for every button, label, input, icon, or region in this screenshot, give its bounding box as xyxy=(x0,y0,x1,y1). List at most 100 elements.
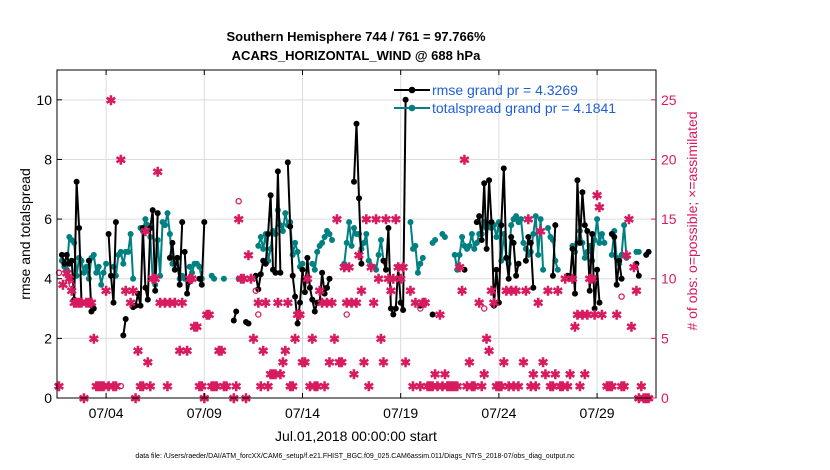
rmse-point xyxy=(390,311,397,318)
rmse-point xyxy=(76,225,83,231)
obs-assimilated-marker: ✱ xyxy=(268,367,279,382)
obs-assimilated-marker: ✱ xyxy=(61,266,72,281)
obs-assimilated-marker: ✱ xyxy=(592,188,603,203)
rmse-point xyxy=(584,228,591,234)
spread-point xyxy=(95,263,102,270)
obs-assimilated-marker: ✱ xyxy=(400,355,411,370)
spread-point xyxy=(375,251,382,258)
spread-point xyxy=(235,275,242,282)
spread-point xyxy=(319,239,326,246)
rmse-point xyxy=(144,296,151,303)
spread-point xyxy=(292,239,299,246)
obs-assimilated-marker: ✱ xyxy=(376,331,387,346)
obs-assimilated-marker: ✱ xyxy=(496,379,507,394)
spread-point xyxy=(326,231,333,237)
rmse-point xyxy=(402,96,409,103)
obs-assimilated-marker: ✱ xyxy=(489,296,500,311)
obs-assimilated-marker: ✱ xyxy=(260,296,271,311)
rmse-point xyxy=(483,245,490,252)
y-left-tick-label: 2 xyxy=(44,330,52,346)
obs-assimilated-marker: ✱ xyxy=(314,284,325,299)
rmse-point xyxy=(591,305,598,312)
rmse-point xyxy=(274,168,281,175)
rmse-point xyxy=(184,290,191,297)
rmse-point xyxy=(265,231,272,237)
rmse-point xyxy=(176,281,183,288)
obs-assimilated-marker: ✱ xyxy=(358,355,369,370)
obs-assimilated-marker: ✱ xyxy=(427,379,438,394)
spread-point xyxy=(623,254,630,261)
y-left-tick-label: 6 xyxy=(44,211,52,227)
obs-possible-marker xyxy=(252,287,260,294)
spread-point xyxy=(127,231,134,237)
spread-point xyxy=(594,216,601,223)
spread-point xyxy=(314,248,321,255)
obs-assimilated-marker: ✱ xyxy=(577,308,588,323)
rmse-point xyxy=(576,239,583,246)
rmse-point xyxy=(311,308,318,315)
rmse-point xyxy=(324,284,330,291)
obs-assimilated-marker: ✱ xyxy=(182,343,193,358)
obs-assimilated-marker: ✱ xyxy=(214,343,225,358)
rmse-line xyxy=(286,162,331,325)
obs-possible-marker xyxy=(68,281,75,288)
y-axis-left: 0 2 4 6 8 10 xyxy=(36,92,62,406)
rmse-point xyxy=(147,225,154,231)
obs-assimilated-marker: ✱ xyxy=(378,355,389,370)
y-axis-right: 0 5 10 15 20 25 xyxy=(651,92,677,406)
spread-point xyxy=(596,239,603,246)
obs-assimilated-marker: ✱ xyxy=(442,379,453,394)
rmse-point xyxy=(186,278,193,285)
obs-assimilated-marker: ✱ xyxy=(550,367,561,382)
rmse-point xyxy=(85,257,92,264)
obs-assimilated-marker: ✱ xyxy=(466,379,477,394)
rmse-series xyxy=(58,96,652,339)
rmse-point xyxy=(385,225,392,231)
legend-spread-marker xyxy=(408,104,416,112)
obs-assimilated-marker: ✱ xyxy=(611,308,622,323)
rmse-point xyxy=(486,177,493,184)
obs-assimilated-marker: ✱ xyxy=(71,296,82,311)
obs-assimilated-marker: ✱ xyxy=(454,260,465,275)
chart-title-line1: Southern Hemisphere 744 / 761 = 97.766% xyxy=(226,29,485,44)
obs-assimilated-marker: ✱ xyxy=(64,272,75,287)
obs-assimilated-marker: ✱ xyxy=(462,379,473,394)
spread-point xyxy=(513,213,520,220)
spread-point xyxy=(456,251,463,258)
rmse-point xyxy=(633,260,640,267)
obs-assimilated-marker: ✱ xyxy=(464,355,475,370)
obs-assimilated-marker: ✱ xyxy=(616,379,627,394)
obs-assimilated-marker: ✱ xyxy=(322,296,333,311)
obs-assimilated-marker: ✱ xyxy=(479,367,490,382)
obs-assimilated-marker: ✱ xyxy=(415,379,426,394)
rmse-point xyxy=(500,165,507,172)
obs-assimilated-marker: ✱ xyxy=(265,367,276,382)
rmse-point xyxy=(586,287,593,294)
obs-assimilated-marker: ✱ xyxy=(459,153,470,168)
obs-assimilated-marker: ✱ xyxy=(295,308,306,323)
x-tick-label: 07/29 xyxy=(580,405,615,421)
rmse-point xyxy=(618,275,625,282)
obs-assimilated-marker: ✱ xyxy=(287,379,298,394)
obs-assimilated-marker: ✱ xyxy=(530,379,541,394)
spread-point xyxy=(162,222,168,229)
obs-assimilated-marker: ✱ xyxy=(606,379,617,394)
rmse-point xyxy=(166,254,173,261)
obs-assimilated-marker: ✱ xyxy=(435,308,446,323)
chart-title-line2: ACARS_HORIZONTAL_WIND @ 688 hPa xyxy=(232,48,481,63)
obs-assimilated-marker: ✱ xyxy=(371,212,382,227)
obs-assimilated-marker: ✱ xyxy=(189,319,200,334)
rmse-point xyxy=(230,317,237,324)
spread-point xyxy=(451,251,458,258)
obs-assimilated-marker: ✱ xyxy=(282,296,293,311)
spread-point xyxy=(441,234,448,240)
obs-assimilated-marker: ✱ xyxy=(135,379,146,394)
spread-point xyxy=(360,239,367,246)
rmse-point xyxy=(515,260,522,267)
obs-assimilated-marker: ✱ xyxy=(425,379,436,394)
obs-assimilated-marker: ✱ xyxy=(285,379,296,394)
obs-assimilated-marker: ✱ xyxy=(312,379,323,394)
rmse-point xyxy=(527,239,534,246)
rmse-point xyxy=(142,284,149,291)
spread-point xyxy=(537,216,544,223)
